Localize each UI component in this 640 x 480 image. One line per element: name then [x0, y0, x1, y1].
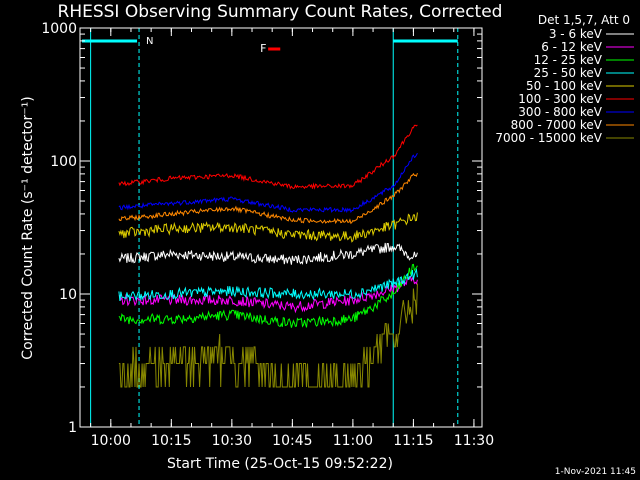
legend-label: 6 - 12 keV	[541, 40, 603, 54]
series-line	[118, 172, 418, 225]
legend-label: 100 - 300 keV	[518, 92, 602, 106]
legend-label: 300 - 800 keV	[518, 105, 602, 119]
legend-label: 3 - 6 keV	[549, 27, 603, 41]
series-line	[118, 152, 418, 214]
flare-label: F	[260, 42, 266, 55]
plot-frame	[79, 27, 483, 428]
x-tick-label: 10:45	[272, 433, 312, 449]
legend-title: Det 1,5,7, Att 0	[538, 13, 630, 27]
y-tick-label: 1000	[41, 21, 77, 37]
x-tick-label: 11:30	[454, 433, 494, 449]
series-line	[118, 124, 418, 190]
legend-label: 25 - 50 keV	[534, 66, 603, 80]
y-tick-label: 100	[50, 154, 77, 170]
series-line	[118, 263, 418, 328]
legend-label: 7000 - 15000 keV	[495, 131, 602, 145]
x-tick-label: 10:00	[91, 433, 131, 449]
y-tick-label: 1	[68, 420, 77, 436]
legend-label: 800 - 7000 keV	[511, 118, 603, 132]
series-line	[118, 242, 418, 265]
footer-date: 1-Nov-2021 11:45	[555, 467, 636, 477]
x-tick-label: 11:15	[393, 433, 433, 449]
chart-title: RHESSI Observing Summary Count Rates, Co…	[58, 2, 503, 22]
x-axis-label: Start Time (25-Oct-15 09:52:22)	[167, 456, 393, 472]
x-tick-label: 11:00	[333, 433, 373, 449]
y-tick-label: 10	[59, 287, 77, 303]
series-line	[118, 267, 418, 302]
legend-label: 12 - 25 keV	[534, 53, 603, 67]
series-layer	[118, 124, 418, 388]
occultation-markers: NF	[82, 28, 459, 427]
night-label: N	[146, 36, 153, 47]
y-axis-label: Corrected Count Rate (s⁻¹ detector⁻¹)	[20, 96, 36, 359]
series-line	[118, 212, 418, 243]
x-tick-label: 10:30	[212, 433, 252, 449]
series-line	[118, 283, 418, 388]
legend-label: 50 - 100 keV	[526, 79, 603, 93]
series-line	[118, 275, 418, 314]
axes: 10:00 10:15 10:30 10:45 11:00 11:15 11:30 1 10 10…	[41, 21, 494, 449]
x-tick-label: 10:15	[151, 433, 191, 449]
